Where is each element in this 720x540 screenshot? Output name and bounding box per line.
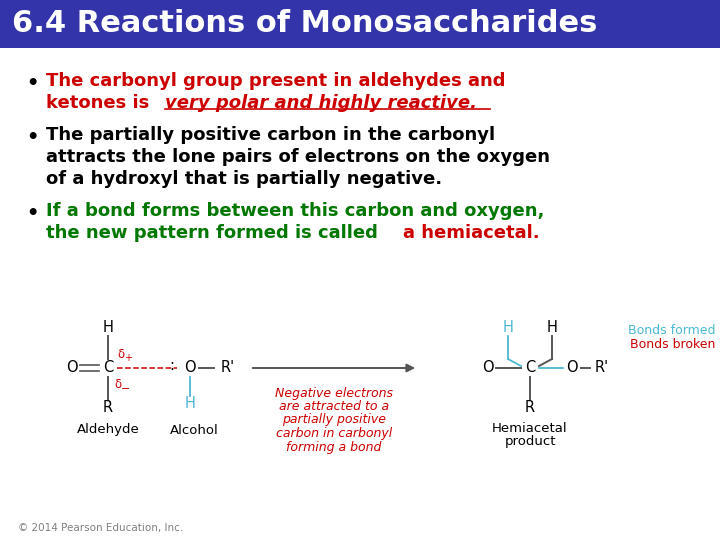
- Text: a hemiacetal.: a hemiacetal.: [403, 224, 540, 242]
- Text: H: H: [546, 321, 557, 335]
- Text: H: H: [503, 321, 513, 335]
- Text: carbon in carbonyl: carbon in carbonyl: [276, 427, 392, 440]
- Text: O: O: [566, 361, 578, 375]
- Text: δ: δ: [114, 377, 122, 390]
- Text: Bonds broken: Bonds broken: [629, 338, 715, 350]
- Text: −: −: [121, 384, 131, 394]
- Text: R': R': [221, 361, 235, 375]
- Text: •: •: [26, 74, 38, 93]
- Text: •: •: [26, 204, 38, 223]
- Text: Aldehyde: Aldehyde: [76, 423, 140, 436]
- Text: +: +: [124, 353, 132, 363]
- Text: partially positive: partially positive: [282, 414, 386, 427]
- Text: O: O: [66, 361, 78, 375]
- Text: H: H: [102, 321, 114, 335]
- Text: Alcohol: Alcohol: [170, 423, 218, 436]
- Text: forming a bond: forming a bond: [287, 441, 382, 454]
- Text: Hemiacetal: Hemiacetal: [492, 422, 568, 435]
- Text: attracts the lone pairs of electrons on the oxygen: attracts the lone pairs of electrons on …: [46, 148, 550, 166]
- Text: the new pattern formed is called: the new pattern formed is called: [46, 224, 384, 242]
- Text: R': R': [595, 361, 609, 375]
- Text: product: product: [504, 435, 556, 448]
- Text: δ: δ: [117, 348, 125, 361]
- Text: 6.4 Reactions of Monosaccharides: 6.4 Reactions of Monosaccharides: [12, 10, 598, 38]
- Text: Negative electrons: Negative electrons: [275, 387, 393, 400]
- Text: The carbonyl group present in aldehydes and: The carbonyl group present in aldehydes …: [46, 72, 505, 90]
- Text: C: C: [525, 361, 535, 375]
- Text: ketones is: ketones is: [46, 94, 156, 112]
- Text: R: R: [103, 401, 113, 415]
- Text: © 2014 Pearson Education, Inc.: © 2014 Pearson Education, Inc.: [18, 523, 184, 533]
- Text: R: R: [525, 401, 535, 415]
- Text: very polar and highly reactive.: very polar and highly reactive.: [165, 94, 477, 112]
- Text: O: O: [482, 361, 494, 375]
- Text: Bonds formed: Bonds formed: [628, 323, 715, 336]
- Text: of a hydroxyl that is partially negative.: of a hydroxyl that is partially negative…: [46, 170, 442, 188]
- Text: •: •: [26, 128, 38, 147]
- Text: The partially positive carbon in the carbonyl: The partially positive carbon in the car…: [46, 126, 495, 144]
- Text: H: H: [184, 396, 195, 411]
- Text: C: C: [103, 361, 113, 375]
- Text: are attracted to a: are attracted to a: [279, 400, 389, 413]
- Text: O: O: [184, 361, 196, 375]
- Text: If a bond forms between this carbon and oxygen,: If a bond forms between this carbon and …: [46, 202, 544, 220]
- Text: :: :: [169, 359, 174, 374]
